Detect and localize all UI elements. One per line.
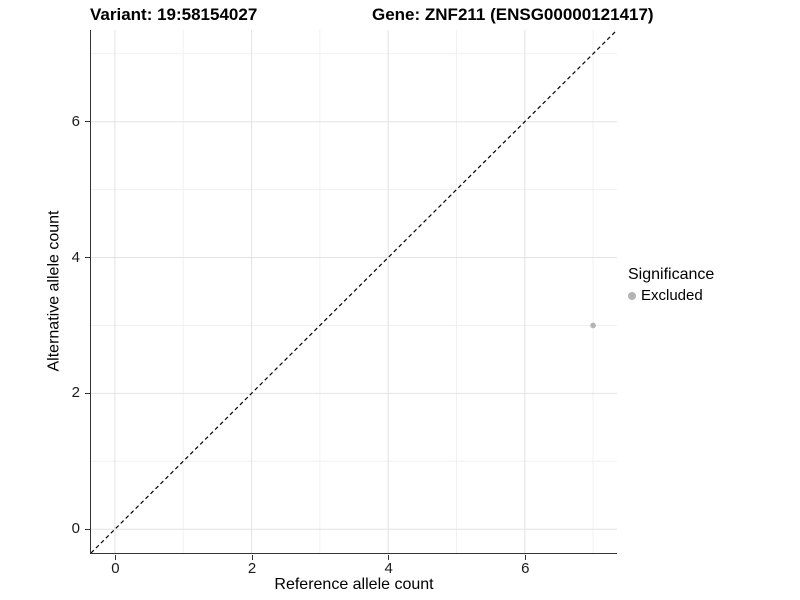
x-tick-mark bbox=[524, 554, 526, 560]
x-tick-label: 2 bbox=[247, 560, 257, 577]
legend-title: Significance bbox=[628, 266, 715, 283]
y-axis-label: Alternative allele count bbox=[45, 210, 63, 372]
data-point bbox=[590, 322, 596, 329]
legend-entry: Excluded bbox=[628, 287, 714, 305]
y-tick-label: 6 bbox=[71, 112, 80, 130]
x-axis-label: Reference allele count bbox=[274, 576, 434, 593]
plot-canvas bbox=[91, 30, 617, 553]
x-tick-mark bbox=[388, 554, 390, 560]
x-tick-label: 4 bbox=[384, 560, 393, 577]
y-tick-mark bbox=[85, 392, 90, 394]
plot-panel bbox=[90, 30, 617, 554]
x-tick-mark bbox=[114, 554, 116, 560]
identity-line bbox=[91, 30, 617, 553]
y-tick-label: 2 bbox=[71, 384, 80, 402]
legend-key-dot-icon bbox=[628, 292, 636, 300]
plot-title-gene: Gene: ZNF211 (ENSG00000121417) bbox=[372, 5, 654, 24]
x-tick-label: 0 bbox=[111, 560, 120, 577]
x-tick-label: 6 bbox=[521, 560, 530, 577]
y-tick-label: 4 bbox=[71, 248, 80, 266]
y-tick-mark bbox=[85, 257, 90, 259]
y-tick-mark bbox=[85, 121, 90, 123]
legend-entry-label: Excluded bbox=[641, 287, 703, 304]
y-tick-mark bbox=[85, 528, 90, 530]
y-tick-label: 0 bbox=[71, 520, 80, 538]
legend: Significance Excluded bbox=[628, 266, 714, 305]
legend-entries: Excluded bbox=[628, 287, 714, 305]
plot-title-variant: Variant: 19:58154027 bbox=[90, 5, 258, 24]
x-tick-mark bbox=[251, 554, 253, 560]
